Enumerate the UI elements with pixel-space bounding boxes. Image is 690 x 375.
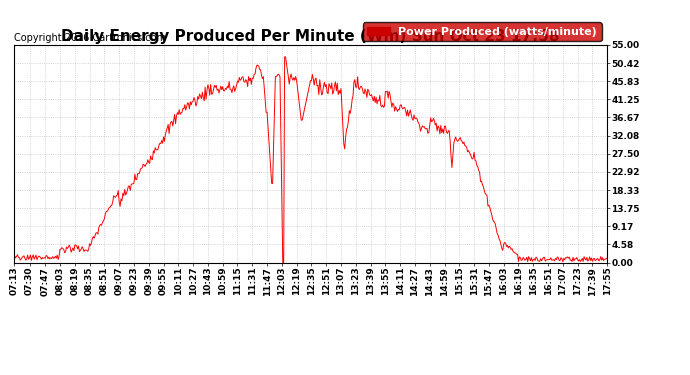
- Title: Daily Energy Produced Per Minute (Wm) Sun Oct 23 17:58: Daily Energy Produced Per Minute (Wm) Su…: [61, 29, 560, 44]
- Text: Copyright 2016 Cartronics.com: Copyright 2016 Cartronics.com: [14, 33, 166, 43]
- Legend: Power Produced (watts/minute): Power Produced (watts/minute): [363, 22, 602, 41]
